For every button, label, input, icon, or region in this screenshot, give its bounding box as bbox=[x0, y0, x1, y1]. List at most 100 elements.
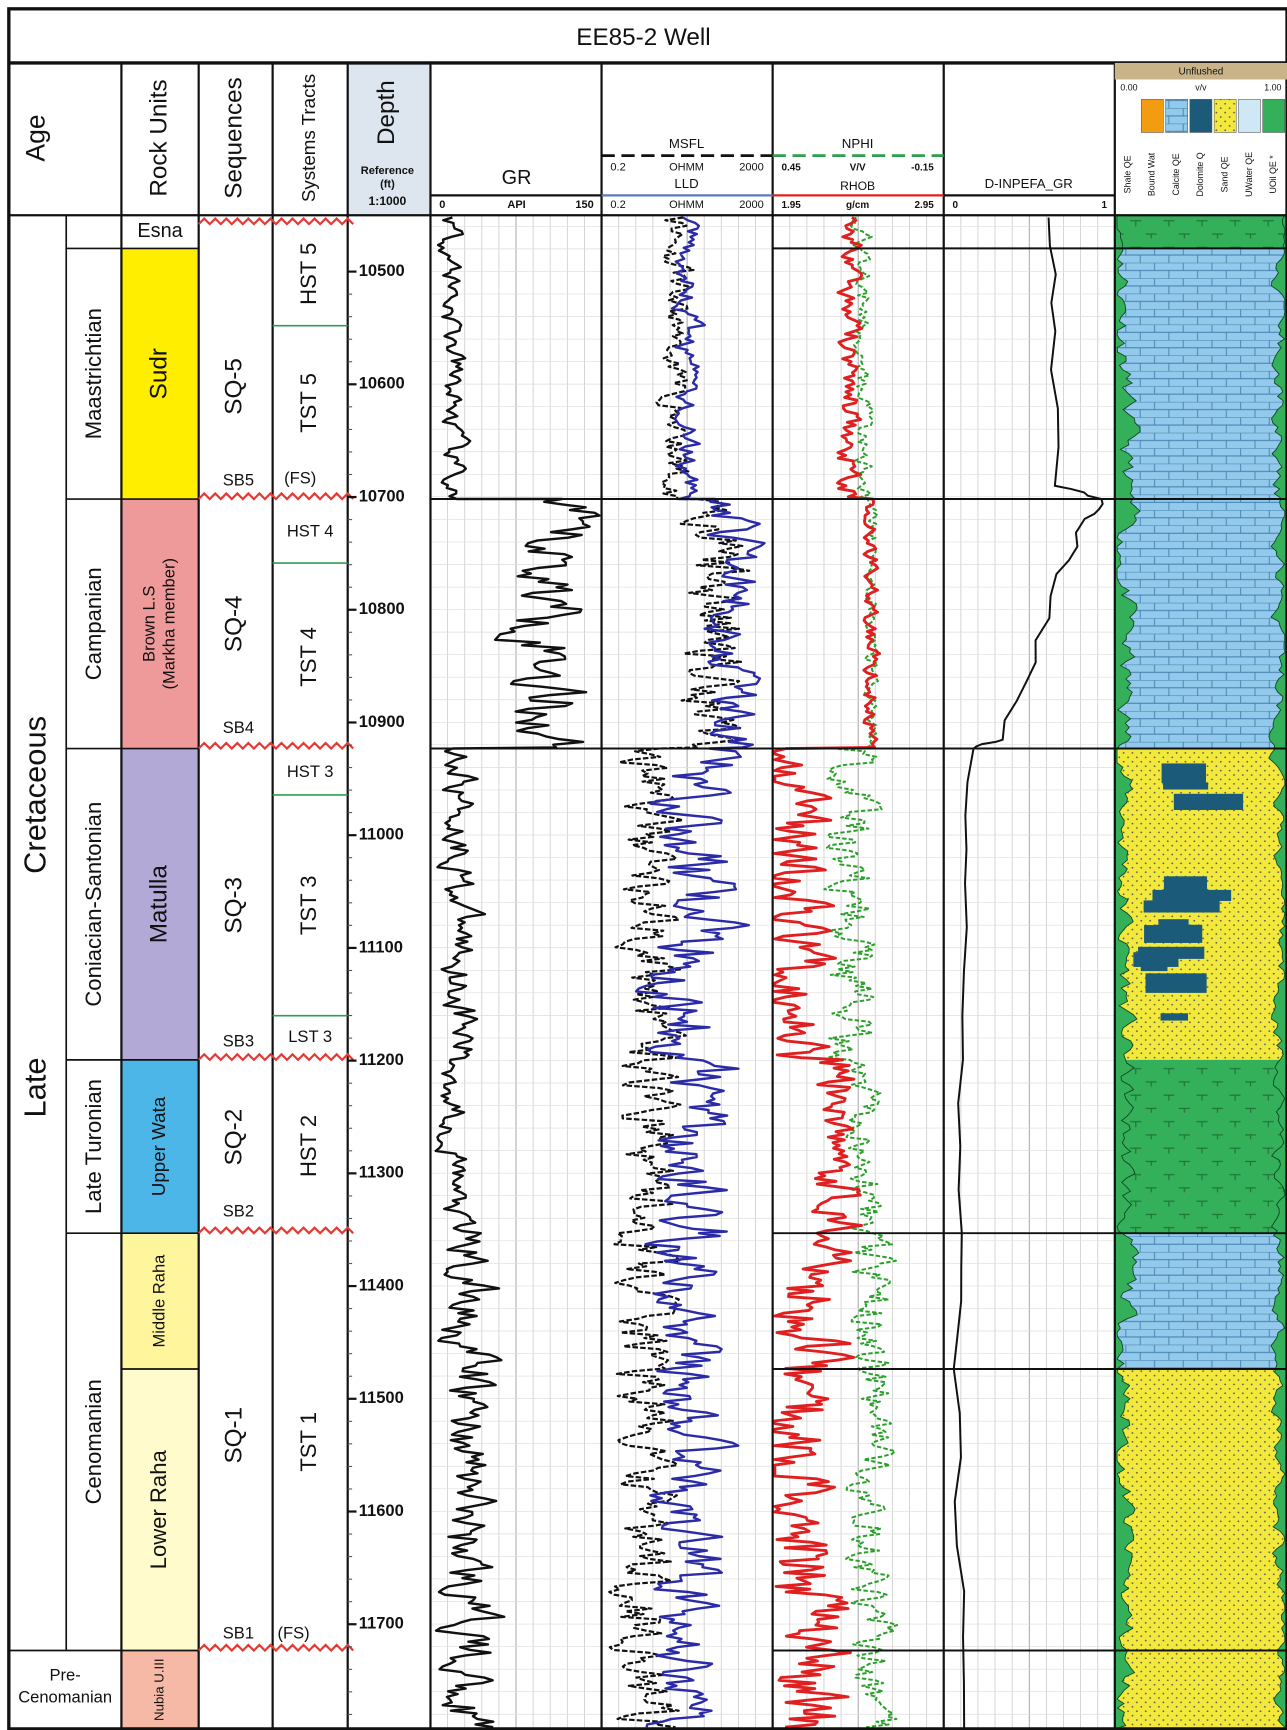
legend-label: UWater QE bbox=[1244, 152, 1254, 197]
age: Coniacian-Santonian bbox=[81, 802, 106, 1007]
depth-label: 10600 bbox=[359, 374, 405, 393]
title: EE85-2 Well bbox=[576, 24, 710, 51]
log-curve bbox=[824, 217, 897, 1727]
depth-label: 10800 bbox=[359, 599, 405, 618]
age: Cenomanian bbox=[18, 1687, 112, 1706]
systems-tract: TST 3 bbox=[296, 875, 321, 935]
scale-unit: API bbox=[507, 199, 525, 211]
epoch: Late bbox=[18, 1057, 53, 1117]
legend-swatch bbox=[1166, 99, 1188, 132]
scale-min: 0 bbox=[439, 199, 445, 211]
legend-swatch bbox=[1214, 99, 1236, 132]
foreground: EE85-2 WellAgeRock UnitsSequencesSystems… bbox=[9, 9, 1287, 1729]
dolomite-streak bbox=[1141, 962, 1168, 971]
lithology-fill bbox=[1115, 1233, 1287, 1369]
age: Late Turonian bbox=[81, 1079, 106, 1214]
depth-label: 11600 bbox=[359, 1501, 404, 1520]
column-header: Sequences bbox=[221, 77, 248, 198]
sequence-boundary-label: SB1 bbox=[223, 1623, 254, 1642]
column-header: Systems Tracts bbox=[298, 74, 319, 202]
track-name: D-INPEFA_GR bbox=[985, 176, 1073, 191]
rock-unit: Lower Raha bbox=[146, 1450, 171, 1570]
legend-label: Shale QE bbox=[1122, 155, 1132, 193]
dolomite-streak bbox=[1161, 1013, 1188, 1020]
depth-reference: (ft) bbox=[380, 178, 395, 190]
depth-label: 11200 bbox=[359, 1050, 404, 1069]
rock-unit: Middle Raha bbox=[149, 1254, 168, 1348]
age: Cenomanian bbox=[81, 1379, 106, 1504]
log-curve bbox=[436, 217, 600, 1727]
depth-label: 11100 bbox=[359, 937, 403, 956]
sequence-boundary bbox=[199, 743, 354, 749]
sequence: SQ-3 bbox=[221, 877, 248, 934]
flooding-surface: (FS) bbox=[284, 469, 316, 488]
scale-max: 2.95 bbox=[914, 200, 934, 211]
dolomite-streak bbox=[1152, 890, 1231, 901]
scale-max: 1 bbox=[1102, 200, 1108, 211]
dolomite-streak bbox=[1144, 900, 1220, 912]
sequence: SQ-1 bbox=[221, 1407, 248, 1464]
systems-tract: LST 3 bbox=[288, 1027, 332, 1046]
dolomite-streak bbox=[1158, 919, 1188, 934]
scale-max: 150 bbox=[575, 199, 593, 211]
systems-tract: TST 5 bbox=[296, 373, 321, 433]
legend-swatch bbox=[1190, 99, 1212, 132]
scale-max: 2000 bbox=[739, 162, 764, 174]
rock-unit: Matulla bbox=[145, 865, 172, 944]
lithology-fill bbox=[1115, 1060, 1287, 1233]
age: Maastrichtian bbox=[81, 308, 106, 439]
scale-min: 0.2 bbox=[610, 162, 625, 174]
rock-unit: (Markha member) bbox=[159, 558, 178, 689]
lithology-fill bbox=[1115, 499, 1287, 749]
legend-swatch bbox=[1263, 99, 1285, 132]
scale-unit: OHMM bbox=[669, 199, 704, 211]
period: Cretaceous bbox=[18, 716, 53, 874]
frame bbox=[9, 9, 1287, 1729]
scale-min: 0.2 bbox=[610, 199, 625, 211]
depth-scale: 1:1000 bbox=[369, 194, 407, 208]
lithology-fill bbox=[1115, 248, 1287, 499]
log-curve bbox=[609, 217, 749, 1727]
depth-label: 10700 bbox=[359, 486, 405, 505]
depth-label: 11700 bbox=[359, 1614, 404, 1633]
dolomite-streak bbox=[1146, 973, 1207, 993]
scale-max: 2000 bbox=[739, 199, 764, 211]
dolomite-streak bbox=[1163, 782, 1208, 789]
lithology-fill bbox=[1115, 1369, 1287, 1729]
log-curve bbox=[775, 217, 880, 1727]
depth-label: 11300 bbox=[359, 1163, 404, 1182]
scale-unit: v/v bbox=[1195, 83, 1207, 93]
legend-swatch bbox=[1238, 99, 1260, 132]
sequence-boundary-label: SB2 bbox=[223, 1202, 254, 1221]
systems-tract: TST 1 bbox=[296, 1412, 321, 1472]
depth-label: 11000 bbox=[359, 825, 404, 844]
depth-label: 11500 bbox=[359, 1388, 404, 1407]
scale-max: -0.15 bbox=[911, 162, 934, 173]
rock-unit: Upper Wata bbox=[148, 1096, 169, 1196]
depth-label: 10900 bbox=[359, 712, 405, 731]
sequence: SQ-2 bbox=[221, 1109, 248, 1166]
dolomite-streak bbox=[1174, 794, 1243, 810]
age: Campanian bbox=[81, 567, 106, 680]
legend-label: Calcite QE bbox=[1171, 153, 1181, 195]
sequence-boundary bbox=[199, 219, 354, 225]
legend-label: Bound Wat bbox=[1147, 152, 1157, 196]
scale-unit: OHMM bbox=[669, 162, 704, 174]
track-name: MSFL bbox=[669, 136, 704, 151]
dolomite-streak bbox=[1138, 947, 1204, 959]
scale-min: 1.95 bbox=[781, 200, 801, 211]
depth-label: 10500 bbox=[359, 261, 405, 280]
age: Pre- bbox=[49, 1665, 80, 1684]
scale-max: 1.00 bbox=[1264, 83, 1281, 93]
systems-tract: TST 4 bbox=[296, 627, 321, 687]
sequence-boundary-label: SB3 bbox=[223, 1032, 254, 1051]
sequence-boundary bbox=[199, 1228, 354, 1234]
sequence: SQ-4 bbox=[221, 595, 248, 652]
rock-unit: Sudr bbox=[145, 348, 172, 399]
scale-min: 0 bbox=[953, 200, 959, 211]
depth-label: 11400 bbox=[359, 1275, 404, 1294]
track-name: LLD bbox=[674, 176, 698, 191]
page: { "header": {"title": "EE85-2 Well"}, "c… bbox=[0, 0, 1287, 1730]
legend-label: Dolomite Q bbox=[1195, 152, 1205, 196]
rock-unit: Esna bbox=[137, 220, 183, 242]
